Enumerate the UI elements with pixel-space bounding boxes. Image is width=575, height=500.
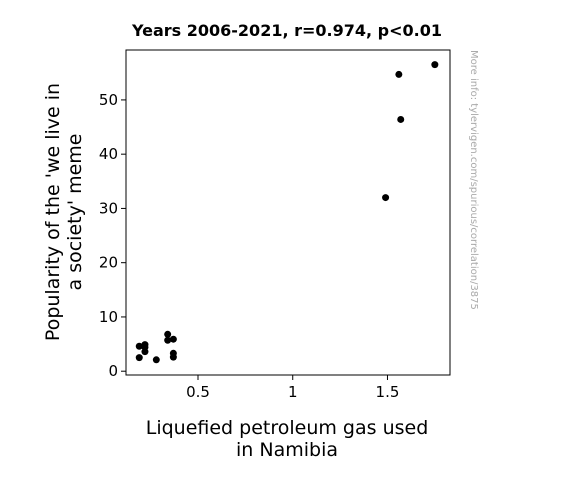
y-tick-label: 50 — [99, 91, 118, 109]
data-point — [152, 356, 160, 364]
x-axis-label: Liquefied petroleum gas used in Namibia — [146, 417, 429, 461]
data-point — [431, 61, 439, 69]
data-point — [164, 336, 172, 344]
data-point — [395, 70, 403, 78]
x-tick-label: 1.5 — [376, 383, 400, 401]
y-axis-label-line-1: Popularity of the 'we live in — [42, 83, 64, 341]
x-tick-label: 0.5 — [186, 383, 210, 401]
chart-title: Years 2006-2021, r=0.974, p<0.01 — [131, 21, 442, 40]
y-tick-label: 40 — [99, 145, 118, 163]
y-tick-label: 30 — [99, 199, 118, 217]
data-point — [382, 194, 390, 202]
y-tick-label: 20 — [99, 254, 118, 272]
data-point — [164, 330, 172, 338]
x-tick-label: 1 — [288, 383, 298, 401]
data-point — [169, 349, 177, 357]
data-point — [135, 342, 143, 350]
plot-area: 0.5 1 1.5 0 10 20 30 40 50 — [99, 49, 451, 401]
plot-frame — [125, 49, 451, 376]
data-point — [135, 354, 143, 362]
source-watermark: More info: tylervigen.com/spurious/corre… — [468, 50, 479, 310]
data-point — [141, 348, 149, 356]
data-point — [397, 115, 405, 123]
x-axis-label-line-2: in Namibia — [236, 439, 338, 461]
x-axis-label-line-1: Liquefied petroleum gas used — [146, 417, 429, 439]
y-axis-label: Popularity of the 'we live in a society'… — [42, 83, 86, 341]
data-point — [169, 335, 177, 343]
y-tick-label: 10 — [99, 308, 118, 326]
y-axis-label-line-2: a society' meme — [64, 134, 86, 291]
y-tick-label: 0 — [108, 362, 118, 380]
data-point — [141, 341, 149, 349]
